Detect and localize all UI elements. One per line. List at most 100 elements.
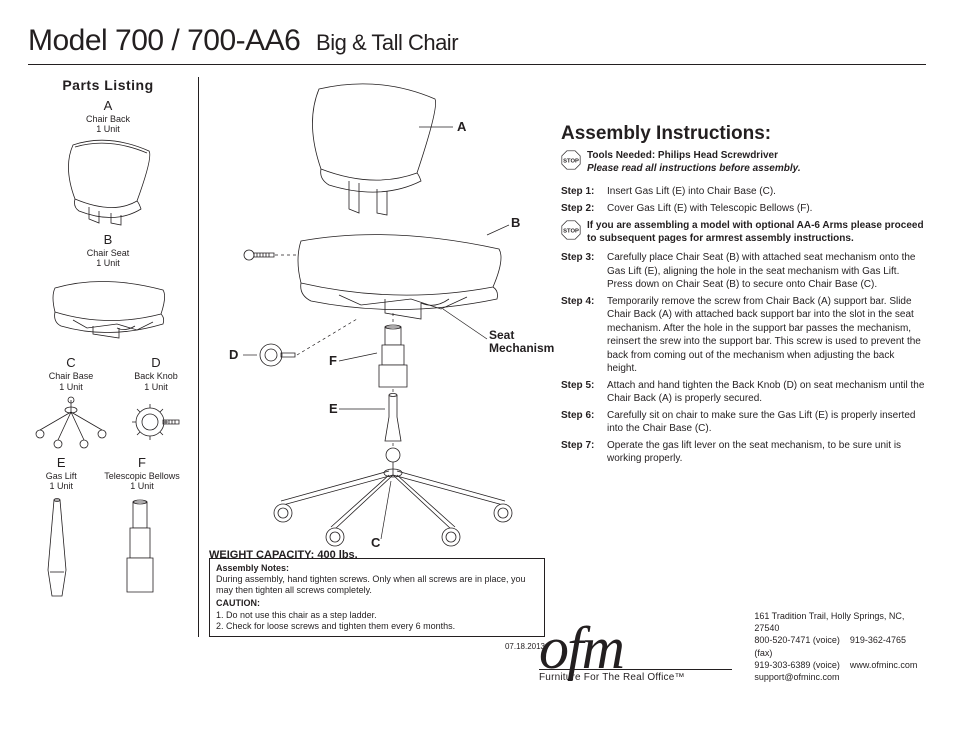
tools-block: Tools Needed: Philips Head Screwdriver P… bbox=[587, 149, 801, 175]
step-4: Step 4: Temporarily remove the screw fro… bbox=[561, 295, 926, 376]
part-name: Chair Seat bbox=[87, 248, 130, 258]
step-text: Cover Gas Lift (E) with Telescopic Bello… bbox=[607, 202, 926, 216]
parts-row-ef: E Gas Lift 1 Unit F Telescopic Bellows 1… bbox=[36, 456, 180, 604]
contact-address: 161 Tradition Trail, Holly Springs, NC, … bbox=[754, 610, 926, 683]
main-columns: Parts Listing A Chair Back 1 Unit bbox=[28, 77, 926, 637]
parts-listing-title: Parts Listing bbox=[28, 77, 188, 93]
diagram-label-D: D bbox=[229, 347, 238, 362]
model-number: Model 700 / 700-AA6 bbox=[28, 24, 300, 57]
diagram-label-B: B bbox=[511, 215, 520, 230]
ofm-logo: ofm Furniture For The Real Office™ bbox=[539, 627, 732, 683]
step-num: Step 6: bbox=[561, 409, 607, 436]
step-num: Step 3: bbox=[561, 251, 607, 292]
caution-2: 2. Check for loose screws and tighten th… bbox=[216, 621, 538, 632]
column-divider bbox=[198, 77, 199, 637]
diagram-label-E: E bbox=[329, 401, 338, 416]
part-letter: C bbox=[66, 356, 75, 371]
part-unit: 1 Unit bbox=[96, 258, 120, 268]
part-C: C Chair Base 1 Unit bbox=[32, 356, 110, 450]
step-num: Step 7: bbox=[561, 439, 607, 466]
step-text: Temporarily remove the screw from Chair … bbox=[607, 295, 926, 376]
step-1: Step 1: Insert Gas Lift (E) into Chair B… bbox=[561, 185, 926, 199]
part-A: A Chair Back 1 Unit bbox=[53, 99, 163, 227]
diagram-label-A: A bbox=[457, 119, 466, 134]
chair-base-icon bbox=[32, 394, 110, 450]
part-name: Back Knob bbox=[134, 371, 178, 381]
website: www.ofminc.com bbox=[850, 660, 918, 670]
part-name: Chair Base bbox=[49, 371, 94, 381]
step-text: Insert Gas Lift (E) into Chair Base (C). bbox=[607, 185, 926, 199]
step-2: Step 2: Cover Gas Lift (E) with Telescop… bbox=[561, 202, 926, 216]
part-D: D Back Knob 1 Unit bbox=[128, 356, 184, 450]
phone-1: 800-520-7471 (voice) bbox=[754, 635, 840, 645]
aa6-note: If you are assembling a model with optio… bbox=[587, 219, 926, 245]
logo-tagline: Furniture For The Real Office™ bbox=[539, 669, 732, 683]
part-F: F Telescopic Bellows 1 Unit bbox=[104, 456, 180, 604]
part-unit: 1 Unit bbox=[130, 481, 154, 491]
step-num: Step 5: bbox=[561, 379, 607, 406]
step-5: Step 5: Attach and hand tighten the Back… bbox=[561, 379, 926, 406]
gas-lift-icon bbox=[36, 494, 86, 604]
assembly-heading: Assembly Instructions: bbox=[561, 123, 926, 145]
svg-text:STOP: STOP bbox=[563, 229, 579, 235]
assembly-notes-box: Assembly Notes: During assembly, hand ti… bbox=[209, 558, 545, 638]
part-letter: E bbox=[57, 456, 66, 471]
logo-script: ofm bbox=[539, 627, 732, 669]
part-letter: A bbox=[104, 99, 113, 114]
title-rule bbox=[28, 64, 926, 65]
read-all-line: Please read all instructions before asse… bbox=[587, 162, 801, 175]
part-unit: 1 Unit bbox=[49, 481, 73, 491]
addr-line-4: support@ofminc.com bbox=[754, 671, 926, 683]
assembly-instruction-page: Model 700 / 700-AA6 Big & Tall Chair Par… bbox=[0, 0, 954, 653]
footer-row: ofm Furniture For The Real Office™ 161 T… bbox=[539, 610, 926, 683]
exploded-diagram bbox=[209, 77, 539, 547]
parts-grid: A Chair Back 1 Unit B Chair Seat 1 Unit bbox=[28, 99, 188, 604]
stop-icon: STOP bbox=[561, 220, 581, 240]
model-subtitle: Big & Tall Chair bbox=[316, 30, 458, 55]
addr-line-2: 800-520-7471 (voice) 919-362-4765 (fax) bbox=[754, 634, 926, 658]
exploded-diagram-column: A B D F E C Seat Mechanism WEIGHT CAPACI… bbox=[209, 77, 539, 637]
step-num: Step 2: bbox=[561, 202, 607, 216]
step-num: Step 4: bbox=[561, 295, 607, 376]
seat-mech-1: Seat bbox=[489, 328, 514, 342]
part-unit: 1 Unit bbox=[59, 382, 83, 392]
step-7: Step 7: Operate the gas lift lever on th… bbox=[561, 439, 926, 466]
svg-text:STOP: STOP bbox=[563, 159, 579, 165]
caution-title: CAUTION: bbox=[216, 598, 538, 609]
part-unit: 1 Unit bbox=[144, 382, 168, 392]
tools-line: Tools Needed: Philips Head Screwdriver bbox=[587, 149, 801, 162]
steps-3-7: Step 3: Carefully place Chair Seat (B) w… bbox=[561, 251, 926, 466]
diagram-label-C: C bbox=[371, 535, 380, 550]
part-letter: B bbox=[104, 233, 113, 248]
step-3: Step 3: Carefully place Chair Seat (B) w… bbox=[561, 251, 926, 292]
step-6: Step 6: Carefully sit on chair to make s… bbox=[561, 409, 926, 436]
part-name: Chair Back bbox=[86, 114, 130, 124]
part-name: Telescopic Bellows bbox=[104, 471, 180, 481]
part-unit: 1 Unit bbox=[96, 124, 120, 134]
parts-listing-column: Parts Listing A Chair Back 1 Unit bbox=[28, 77, 196, 637]
diagram-label-F: F bbox=[329, 353, 337, 368]
stop-row-1: STOP Tools Needed: Philips Head Screwdri… bbox=[561, 149, 926, 175]
caution-1: 1. Do not use this chair as a step ladde… bbox=[216, 610, 538, 621]
step-text: Operate the gas lift lever on the seat m… bbox=[607, 439, 926, 466]
addr-line-3: 919-303-6389 (voice) www.ofminc.com bbox=[754, 659, 926, 671]
telescopic-bellows-icon bbox=[117, 494, 167, 604]
step-text: Carefully sit on chair to make sure the … bbox=[607, 409, 926, 436]
back-knob-icon bbox=[128, 394, 184, 450]
steps-1-2: Step 1: Insert Gas Lift (E) into Chair B… bbox=[561, 185, 926, 215]
page-title: Model 700 / 700-AA6 Big & Tall Chair bbox=[28, 24, 926, 64]
step-text: Attach and hand tighten the Back Knob (D… bbox=[607, 379, 926, 406]
step-num: Step 1: bbox=[561, 185, 607, 199]
chair-seat-icon bbox=[43, 270, 173, 350]
part-name: Gas Lift bbox=[46, 471, 77, 481]
instructions-column: Assembly Instructions: STOP Tools Needed… bbox=[539, 77, 926, 637]
addr-line-1: 161 Tradition Trail, Holly Springs, NC, … bbox=[754, 610, 926, 634]
part-letter: D bbox=[151, 356, 160, 371]
stop-row-2: STOP If you are assembling a model with … bbox=[561, 219, 926, 245]
chair-back-icon bbox=[53, 137, 163, 227]
notes-body: During assembly, hand tighten screws. On… bbox=[216, 574, 538, 597]
phone-2: 919-303-6389 (voice) bbox=[754, 660, 840, 670]
step-text: Carefully place Chair Seat (B) with atta… bbox=[607, 251, 926, 292]
parts-row-cd: C Chair Base 1 Unit D Back Kn bbox=[32, 356, 184, 450]
notes-title: Assembly Notes: bbox=[216, 563, 538, 574]
